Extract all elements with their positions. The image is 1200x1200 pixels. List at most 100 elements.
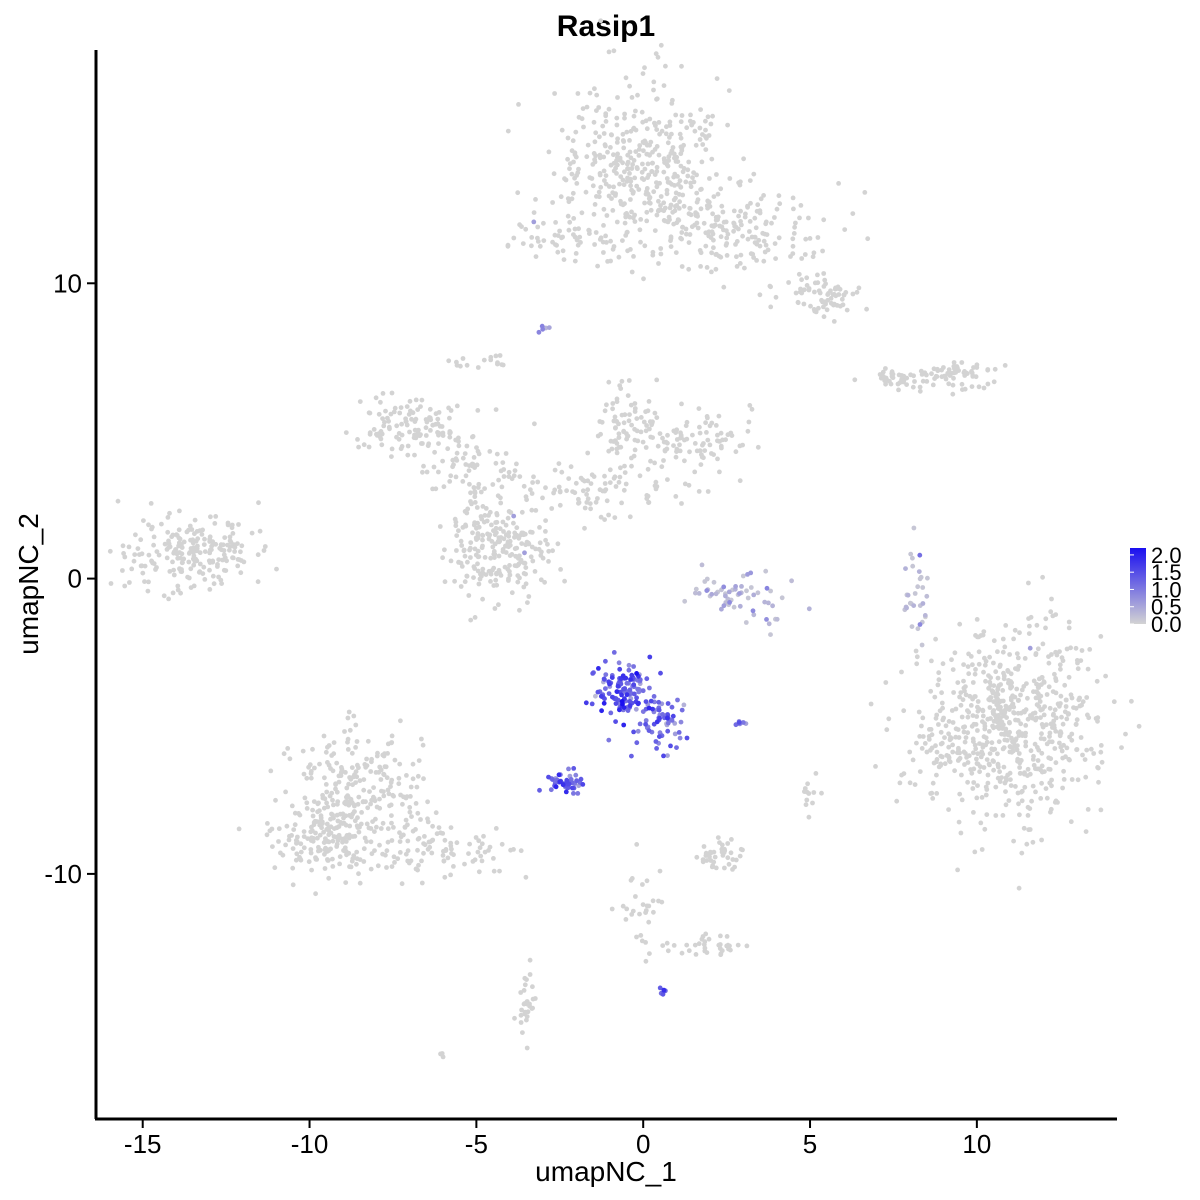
- cell-point: [422, 842, 428, 848]
- cell-point: [614, 450, 620, 456]
- cell-point: [177, 508, 182, 514]
- cell-point: [464, 510, 470, 516]
- cell-point: [1119, 745, 1124, 750]
- cell-point: [552, 487, 558, 493]
- cell-point: [334, 841, 340, 847]
- cell-point: [657, 734, 662, 739]
- cell-point: [640, 71, 646, 76]
- cell-point: [530, 558, 536, 564]
- cell-point: [1084, 695, 1090, 700]
- cell-point: [692, 469, 698, 475]
- cell-point: [697, 430, 703, 436]
- cell-point: [744, 943, 750, 949]
- cell-point: [487, 532, 493, 538]
- cell-point: [758, 196, 764, 202]
- cell-point: [522, 550, 527, 556]
- cell-point: [529, 235, 535, 240]
- cell-point: [379, 788, 384, 794]
- chart-title: Rasip1: [557, 10, 655, 43]
- cell-point: [1015, 655, 1021, 661]
- cell-point: [1049, 652, 1054, 657]
- cell-point: [631, 682, 637, 688]
- cell-point: [964, 371, 970, 376]
- cell-point: [269, 826, 275, 832]
- cell-point: [763, 242, 769, 248]
- cell-point: [461, 548, 467, 554]
- cell-point: [714, 251, 719, 257]
- cell-point: [656, 699, 662, 705]
- cell-point: [354, 849, 360, 855]
- cell-point: [576, 226, 581, 232]
- cell-point: [940, 661, 946, 667]
- cell-point: [616, 479, 622, 485]
- cell-point: [725, 122, 730, 128]
- cell-point: [713, 865, 719, 871]
- cell-point: [1064, 745, 1070, 751]
- cell-point: [757, 292, 763, 298]
- cell-point: [489, 539, 495, 544]
- cell-point: [944, 753, 950, 758]
- cell-point: [991, 767, 996, 773]
- cell-point: [939, 690, 944, 696]
- cell-point: [468, 555, 473, 560]
- cell-point: [1078, 735, 1084, 740]
- cell-point: [385, 787, 391, 793]
- cell-point: [503, 543, 508, 549]
- cell-point: [191, 553, 197, 559]
- cell-point: [420, 469, 425, 475]
- cell-point: [482, 849, 488, 855]
- cell-point: [558, 194, 564, 200]
- cell-point: [133, 532, 138, 538]
- cell-point: [974, 714, 980, 719]
- cell-point: [1038, 736, 1044, 741]
- cell-point: [819, 790, 824, 796]
- cell-point: [873, 764, 878, 769]
- cell-point: [635, 92, 640, 98]
- cell-point: [697, 448, 703, 454]
- cell-point: [1013, 666, 1018, 671]
- cell-point: [702, 945, 708, 951]
- cell-point: [448, 872, 453, 878]
- cell-point: [699, 186, 704, 192]
- cell-point: [621, 428, 627, 434]
- cell-point: [146, 522, 151, 528]
- cell-point: [930, 796, 936, 801]
- cell-point: [357, 778, 363, 784]
- cell-point: [652, 228, 658, 234]
- cell-point: [308, 775, 314, 781]
- cell-point: [751, 592, 757, 598]
- cell-point: [748, 585, 754, 590]
- cell-point: [494, 512, 500, 518]
- cell-point: [1087, 647, 1093, 652]
- cell-point: [389, 390, 395, 396]
- cell-point: [347, 823, 353, 829]
- cell-point: [532, 569, 538, 574]
- cell-point: [379, 442, 385, 448]
- cell-point: [187, 523, 193, 529]
- cell-point: [1038, 767, 1043, 773]
- cell-point: [617, 666, 623, 672]
- cell-point: [522, 975, 528, 981]
- cell-point: [953, 706, 959, 712]
- cell-point: [423, 433, 429, 438]
- cell-point: [550, 239, 555, 245]
- cell-point: [976, 649, 982, 655]
- cell-point: [693, 586, 699, 592]
- cell-point: [658, 194, 664, 199]
- cell-point: [1069, 695, 1075, 701]
- cell-point: [627, 703, 633, 709]
- cell-point: [493, 407, 499, 412]
- cell-point: [518, 1020, 524, 1025]
- cell-point: [965, 664, 971, 669]
- cell-point: [419, 880, 425, 886]
- cell-point: [653, 739, 659, 744]
- cell-point: [477, 845, 483, 851]
- cell-point: [1031, 678, 1037, 684]
- cell-point: [488, 555, 494, 561]
- cell-point: [753, 225, 759, 231]
- cell-point: [705, 205, 710, 211]
- cell-point: [537, 525, 542, 530]
- y-tick-label: 10: [53, 268, 82, 298]
- cell-point: [383, 408, 388, 414]
- cell-point: [774, 616, 780, 622]
